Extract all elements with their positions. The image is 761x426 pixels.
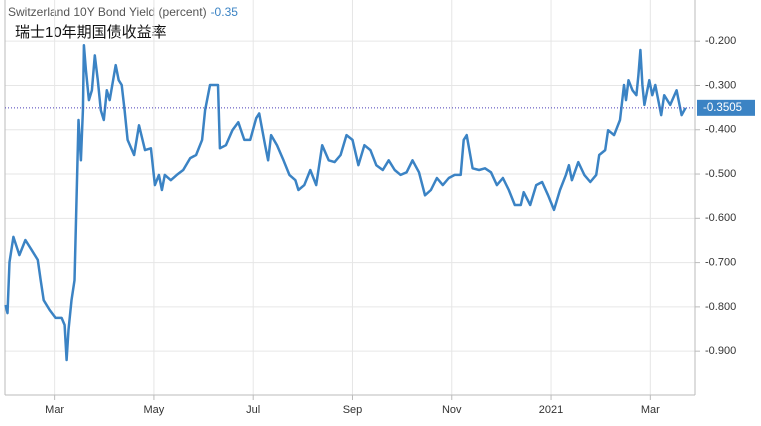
x-tick-label: Nov <box>442 404 462 416</box>
data-line <box>4 43 687 362</box>
y-tick-label: -0.900 <box>705 345 736 357</box>
chart-title: Switzerland 10Y Bond Yield (percent) <box>8 5 207 19</box>
y-tick-label: -0.200 <box>705 35 736 47</box>
x-tick-label: May <box>144 404 165 416</box>
y-tick-label: -0.300 <box>705 79 736 91</box>
x-tick-label: 2021 <box>539 404 563 416</box>
x-tick-label: Sep <box>343 404 363 416</box>
y-tick-label: -0.400 <box>705 124 736 136</box>
last-value-label: -0.3505 <box>703 102 742 114</box>
y-tick-label: -0.700 <box>705 257 736 269</box>
x-tick-label: Mar <box>641 404 660 416</box>
chart-title-group: Switzerland 10Y Bond Yield (percent) -0.3… <box>8 5 238 19</box>
y-tick-label: -0.500 <box>705 168 736 180</box>
x-tick-label: Jul <box>246 404 260 416</box>
chart-subtitle: 瑞士10年期国债收益率 <box>15 24 167 41</box>
y-tick-label: -0.600 <box>705 212 736 224</box>
y-tick-label: -0.800 <box>705 301 736 313</box>
x-tick-label: Mar <box>45 404 64 416</box>
headline-value: -0.35 <box>211 5 239 19</box>
last-value-box <box>697 99 755 116</box>
